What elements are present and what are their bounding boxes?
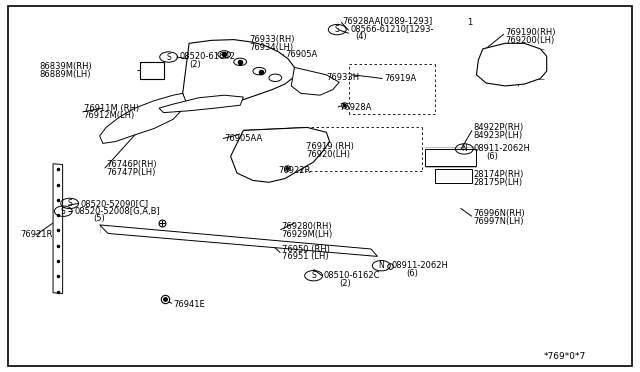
Text: S: S — [61, 207, 66, 216]
Polygon shape — [291, 67, 339, 95]
Text: (2): (2) — [339, 279, 351, 288]
Polygon shape — [53, 164, 63, 294]
Text: 76933H: 76933H — [326, 73, 360, 82]
Text: 76951 (LH): 76951 (LH) — [282, 252, 328, 261]
Text: 76922R: 76922R — [278, 166, 311, 174]
Text: 76928A: 76928A — [339, 103, 372, 112]
Text: (6): (6) — [486, 152, 498, 161]
Text: S: S — [311, 271, 316, 280]
Text: 76747P(LH): 76747P(LH) — [106, 168, 156, 177]
Text: 769190(RH): 769190(RH) — [505, 28, 556, 37]
Text: N: N — [378, 261, 384, 270]
Text: *769*0*7: *769*0*7 — [543, 352, 586, 361]
Text: 84923P(LH): 84923P(LH) — [473, 131, 522, 140]
Text: 84922P(RH): 84922P(RH) — [473, 123, 524, 132]
Text: 08566-61210[1293-: 08566-61210[1293- — [351, 24, 434, 33]
Polygon shape — [159, 95, 243, 113]
Text: S: S — [166, 52, 171, 61]
Bar — [140, 62, 164, 78]
Text: 76919A: 76919A — [384, 74, 416, 83]
Text: (5): (5) — [93, 215, 105, 224]
Bar — [435, 169, 472, 183]
Text: (2): (2) — [189, 60, 201, 68]
Text: 86889M(LH): 86889M(LH) — [39, 70, 90, 79]
Text: 76934(LH): 76934(LH) — [250, 43, 294, 52]
Text: 1: 1 — [467, 18, 472, 27]
Text: 76950 (RH): 76950 (RH) — [282, 244, 330, 253]
Text: 76997N(LH): 76997N(LH) — [473, 217, 524, 226]
Text: 76905AA: 76905AA — [224, 134, 262, 143]
Text: 76905A: 76905A — [285, 50, 317, 59]
Text: 76941E: 76941E — [173, 300, 205, 309]
Text: 76921R: 76921R — [20, 230, 52, 240]
Text: 08520-52090[C]: 08520-52090[C] — [81, 199, 148, 208]
Text: 76920(LH): 76920(LH) — [306, 150, 350, 158]
Polygon shape — [230, 128, 330, 182]
Text: 76928AA[0289-1293]: 76928AA[0289-1293] — [342, 17, 433, 26]
Polygon shape — [182, 39, 294, 108]
Text: 28175P(LH): 28175P(LH) — [473, 178, 522, 187]
Text: 08911-2062H: 08911-2062H — [473, 144, 530, 153]
Text: N: N — [461, 144, 467, 153]
Text: 08520-61642: 08520-61642 — [179, 52, 236, 61]
Text: 76933(RH): 76933(RH) — [250, 35, 295, 44]
Text: 76911M (RH): 76911M (RH) — [84, 104, 139, 113]
Text: 769200(LH): 769200(LH) — [505, 36, 554, 45]
Text: 76746P(RH): 76746P(RH) — [106, 160, 157, 169]
Text: 76912M(LH): 76912M(LH) — [84, 111, 135, 120]
Text: (4): (4) — [355, 32, 367, 41]
Text: 76919 (RH): 76919 (RH) — [306, 142, 354, 151]
Text: 86839M(RH): 86839M(RH) — [39, 62, 92, 71]
Text: 28174P(RH): 28174P(RH) — [473, 170, 524, 179]
Text: 76929M(LH): 76929M(LH) — [282, 230, 333, 239]
Polygon shape — [476, 43, 547, 86]
Text: 08510-6162C: 08510-6162C — [323, 271, 380, 280]
Text: (6): (6) — [406, 269, 418, 278]
Text: 08911-2062H: 08911-2062H — [392, 261, 449, 270]
Text: 08520-52008[G,A,B]: 08520-52008[G,A,B] — [74, 207, 160, 216]
Bar — [426, 149, 476, 166]
Text: 76996N(RH): 76996N(RH) — [473, 209, 525, 218]
Text: 769280(RH): 769280(RH) — [282, 222, 332, 231]
Text: S: S — [67, 199, 72, 208]
Polygon shape — [100, 93, 187, 143]
Text: S: S — [335, 25, 340, 34]
Polygon shape — [100, 225, 378, 256]
